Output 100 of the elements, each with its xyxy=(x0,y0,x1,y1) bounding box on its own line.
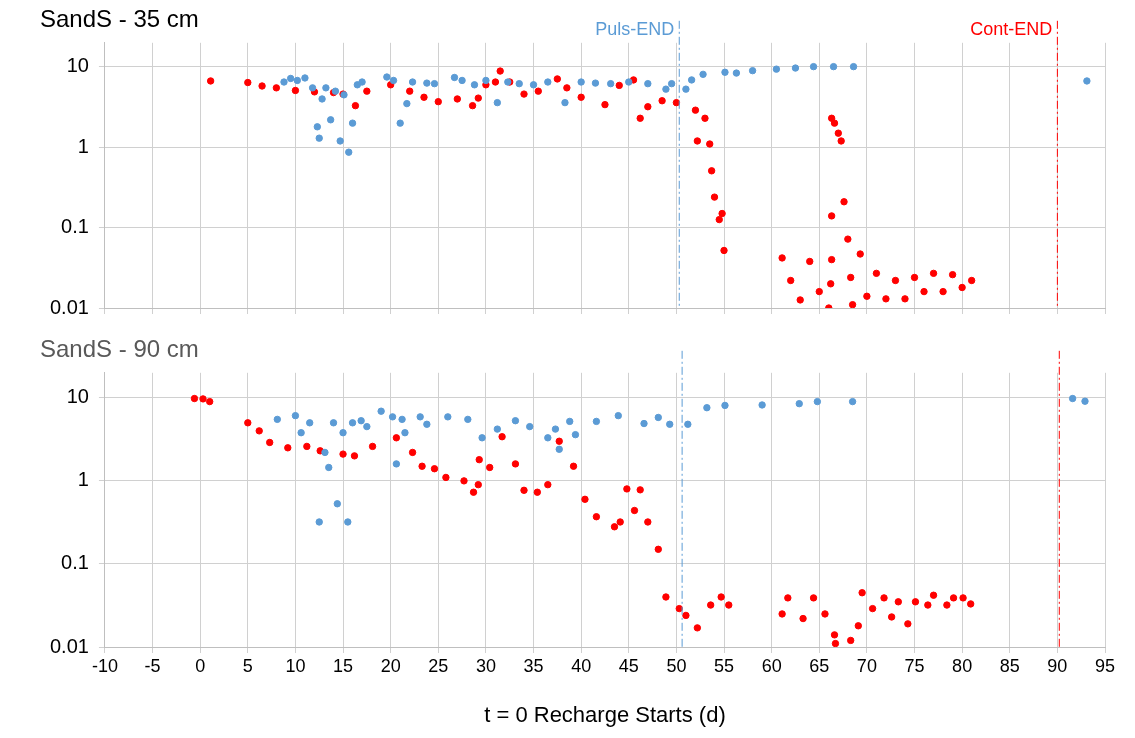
point xyxy=(791,64,800,72)
x-tick-label: 10 xyxy=(285,655,306,676)
point xyxy=(344,518,352,526)
point xyxy=(654,413,662,422)
point xyxy=(561,98,569,107)
y-tick-label: 1 xyxy=(77,134,89,157)
point xyxy=(848,397,857,406)
point xyxy=(703,404,711,412)
point xyxy=(666,420,674,428)
x-tick-label: 95 xyxy=(1094,655,1116,676)
y-tick-label: 0.01 xyxy=(49,295,89,318)
x-tick-label: 15 xyxy=(333,655,354,676)
point xyxy=(511,417,520,425)
point xyxy=(566,417,574,426)
point xyxy=(640,419,648,428)
point xyxy=(348,419,357,427)
point xyxy=(430,79,439,88)
x-tick-label: 0 xyxy=(195,655,206,676)
x-tick-label: 5 xyxy=(242,655,253,676)
y-tick-label: 0.1 xyxy=(61,551,89,574)
point xyxy=(315,134,323,142)
point xyxy=(377,407,385,415)
point xyxy=(444,413,452,421)
point xyxy=(297,429,305,437)
x-axis-title: t = 0 Recharge Starts (d) xyxy=(484,701,726,727)
chart-title: SandS - 90 cm xyxy=(40,335,199,363)
point xyxy=(721,401,729,410)
x-tick-label: 90 xyxy=(1047,655,1068,676)
point xyxy=(348,119,357,127)
y-tick-label: 10 xyxy=(66,385,89,408)
x-tick-label: 85 xyxy=(999,655,1020,676)
point xyxy=(322,84,330,92)
x-tick-label: 25 xyxy=(428,655,449,676)
point xyxy=(423,420,431,428)
point xyxy=(464,415,472,424)
chart-title: SandS - 35 cm xyxy=(40,5,199,33)
point xyxy=(684,420,692,428)
point xyxy=(849,62,858,71)
point xyxy=(345,148,353,156)
point xyxy=(383,73,391,81)
point xyxy=(301,74,309,82)
point xyxy=(396,119,404,127)
point xyxy=(682,85,690,93)
point xyxy=(392,460,401,468)
x-tick-label: 45 xyxy=(618,655,639,676)
point xyxy=(667,79,676,88)
point xyxy=(544,434,552,442)
point xyxy=(358,78,366,86)
point xyxy=(526,422,534,431)
x-tick-label: 55 xyxy=(714,655,735,676)
point xyxy=(339,429,347,437)
point xyxy=(721,68,729,76)
point xyxy=(291,411,300,420)
point xyxy=(795,399,803,408)
point xyxy=(315,518,323,526)
x-tick-label: 40 xyxy=(571,655,592,676)
point xyxy=(306,419,314,427)
x-tick-label: 30 xyxy=(475,655,496,676)
point xyxy=(555,445,563,453)
point xyxy=(829,62,838,71)
point xyxy=(403,99,411,108)
x-tick-label: -10 xyxy=(91,655,118,676)
point xyxy=(515,79,523,88)
point xyxy=(748,66,757,75)
point xyxy=(423,79,431,87)
point xyxy=(408,78,417,86)
x-tick-label: 70 xyxy=(856,655,877,676)
point xyxy=(551,425,560,433)
point xyxy=(321,448,329,457)
point xyxy=(363,422,371,431)
point xyxy=(529,81,538,89)
x-tick-label: 60 xyxy=(761,655,782,676)
point xyxy=(482,76,490,85)
point xyxy=(614,411,622,420)
point xyxy=(699,70,707,79)
point xyxy=(329,419,338,427)
x-tick-label: -5 xyxy=(144,655,161,676)
point xyxy=(577,78,585,86)
x-tick-label: 75 xyxy=(904,655,925,676)
x-tick-label: 50 xyxy=(666,655,687,676)
point xyxy=(293,76,302,85)
point xyxy=(333,500,342,508)
point xyxy=(687,76,696,84)
point xyxy=(591,79,600,87)
point xyxy=(458,76,466,85)
point xyxy=(326,116,335,124)
point xyxy=(286,74,295,83)
point xyxy=(1081,397,1089,405)
point xyxy=(592,417,601,426)
point xyxy=(357,417,365,425)
y-tick-label: 0.01 xyxy=(49,634,89,657)
x-tick-label: 65 xyxy=(809,655,830,676)
point xyxy=(470,81,479,89)
point xyxy=(450,73,459,82)
point xyxy=(606,79,615,88)
point xyxy=(571,430,580,439)
point xyxy=(809,62,818,71)
point xyxy=(389,76,398,85)
point xyxy=(732,69,741,77)
point xyxy=(336,137,344,145)
